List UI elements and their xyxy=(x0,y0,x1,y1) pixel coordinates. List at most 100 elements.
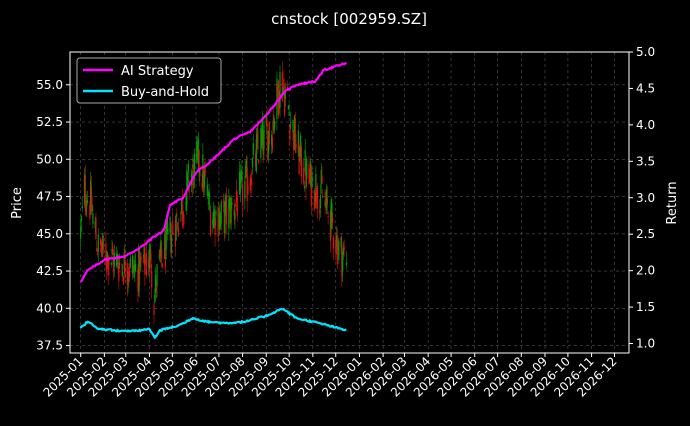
candle-body xyxy=(241,183,244,206)
candle-body xyxy=(119,262,121,265)
candle-body xyxy=(311,175,313,185)
candle-body xyxy=(192,158,194,162)
y-tick-label-return: 2.5 xyxy=(636,227,655,241)
candle-body xyxy=(144,248,146,275)
candle-body xyxy=(170,235,173,254)
candle-body xyxy=(342,255,344,272)
candle-body xyxy=(214,220,216,236)
legend-label-buy-and-hold: Buy-and-Hold xyxy=(121,85,209,100)
candle-body xyxy=(137,269,139,292)
candle-body xyxy=(172,233,174,235)
candle-body xyxy=(267,130,269,161)
candle-body xyxy=(103,245,105,247)
candle-body xyxy=(181,198,183,221)
candle-body xyxy=(281,72,283,101)
candle-body xyxy=(340,237,342,248)
candle-body xyxy=(305,170,307,189)
candle-body xyxy=(225,195,227,206)
y-tick-label-return: 4.5 xyxy=(636,81,655,95)
candle-body xyxy=(306,158,308,179)
candle-body xyxy=(260,128,262,159)
candle-body xyxy=(156,264,158,286)
candle-body xyxy=(128,271,131,277)
candle-body xyxy=(138,248,140,292)
candle-body xyxy=(244,180,246,199)
candle-body xyxy=(90,185,92,212)
candle-body xyxy=(298,144,300,174)
candle-body xyxy=(204,167,206,176)
candle-body xyxy=(316,191,318,203)
candle-body xyxy=(161,263,164,268)
candle-body xyxy=(263,124,265,150)
y-tick-label-return: 3.5 xyxy=(636,154,655,168)
candle-body xyxy=(341,243,343,277)
candle-body xyxy=(174,220,176,247)
legend: AI Strategy Buy-and-Hold xyxy=(76,57,222,104)
candle-body xyxy=(256,134,258,141)
candle-body xyxy=(303,168,305,184)
candle-body xyxy=(108,257,110,266)
candle-body xyxy=(177,228,180,236)
candle-body xyxy=(84,175,86,206)
candle-body xyxy=(107,260,109,276)
series-line-ai-strategy xyxy=(79,61,347,283)
series-line-buy-and-hold xyxy=(79,308,347,339)
candle-body xyxy=(81,205,83,209)
candle-body xyxy=(276,78,278,120)
candle-body xyxy=(85,199,87,212)
candle-body xyxy=(145,252,147,276)
candle-body xyxy=(283,78,285,89)
candle-body xyxy=(258,159,260,163)
candle-body xyxy=(127,278,129,282)
y-tick-label-price: 45.0 xyxy=(36,227,63,241)
candle-body xyxy=(314,196,316,205)
candle-body xyxy=(325,200,327,203)
candle-body xyxy=(96,248,98,252)
candle-body xyxy=(277,84,279,93)
candle-body xyxy=(326,197,328,205)
candle-body xyxy=(229,197,231,210)
candle-body xyxy=(86,200,89,203)
candle-body xyxy=(300,135,302,158)
candle-body xyxy=(271,135,273,146)
candle-body xyxy=(201,182,203,188)
candle-body xyxy=(185,196,187,211)
candle-body xyxy=(193,153,196,179)
candle-body xyxy=(261,118,264,146)
candle-body xyxy=(105,243,107,265)
candle-body xyxy=(295,144,297,149)
candle-body xyxy=(199,170,201,177)
candle-body xyxy=(90,180,92,213)
candle-body xyxy=(294,117,296,152)
y-tick-label-return: 5.0 xyxy=(636,45,655,59)
y-axis-label-price: Price xyxy=(10,187,25,219)
candle-body xyxy=(322,196,324,198)
candle-body xyxy=(164,229,167,267)
candle-body xyxy=(222,201,225,203)
y-tick-label-return: 1.0 xyxy=(636,337,655,351)
candle-body xyxy=(246,167,248,202)
candle-body xyxy=(155,287,157,292)
candle-body xyxy=(196,141,198,160)
candle-body xyxy=(215,210,217,216)
chart-title: cnstock [002959.SZ] xyxy=(271,10,427,28)
y-tick-label-price: 52.5 xyxy=(36,115,63,129)
candle-body xyxy=(148,248,151,270)
candle-body xyxy=(212,219,214,225)
candle-body xyxy=(279,72,281,108)
candle-body xyxy=(342,247,344,255)
candle-body xyxy=(134,264,136,272)
candle-body xyxy=(208,189,210,196)
candle-body xyxy=(197,138,199,165)
candle-body xyxy=(228,199,230,230)
candle-body xyxy=(170,233,172,253)
legend-label-ai-strategy: AI Strategy xyxy=(121,64,194,79)
candle-body xyxy=(148,258,150,268)
candle-body xyxy=(337,245,339,251)
candle-body xyxy=(99,237,102,246)
candle-body xyxy=(121,264,123,266)
candle-body xyxy=(335,240,337,253)
y-axis-label-return: Return xyxy=(665,181,680,224)
candle-body xyxy=(159,248,161,257)
